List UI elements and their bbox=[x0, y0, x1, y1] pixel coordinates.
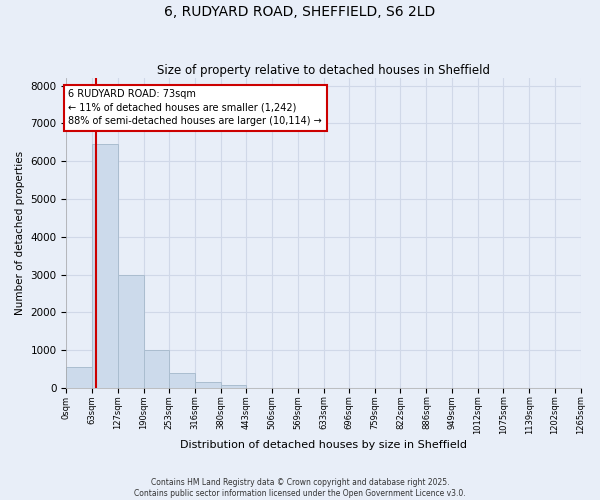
Bar bbox=[143, 350, 169, 388]
Y-axis label: Number of detached properties: Number of detached properties bbox=[15, 151, 25, 315]
Bar bbox=[169, 374, 195, 388]
Text: 6, RUDYARD ROAD, SHEFFIELD, S6 2LD: 6, RUDYARD ROAD, SHEFFIELD, S6 2LD bbox=[164, 5, 436, 19]
Title: Size of property relative to detached houses in Sheffield: Size of property relative to detached ho… bbox=[157, 64, 490, 77]
X-axis label: Distribution of detached houses by size in Sheffield: Distribution of detached houses by size … bbox=[180, 440, 467, 450]
Bar bbox=[195, 382, 221, 388]
Bar bbox=[92, 144, 118, 388]
Text: 6 RUDYARD ROAD: 73sqm
← 11% of detached houses are smaller (1,242)
88% of semi-d: 6 RUDYARD ROAD: 73sqm ← 11% of detached … bbox=[68, 90, 322, 126]
Bar bbox=[67, 367, 92, 388]
Bar bbox=[221, 385, 247, 388]
Text: Contains HM Land Registry data © Crown copyright and database right 2025.
Contai: Contains HM Land Registry data © Crown c… bbox=[134, 478, 466, 498]
Bar bbox=[118, 274, 143, 388]
